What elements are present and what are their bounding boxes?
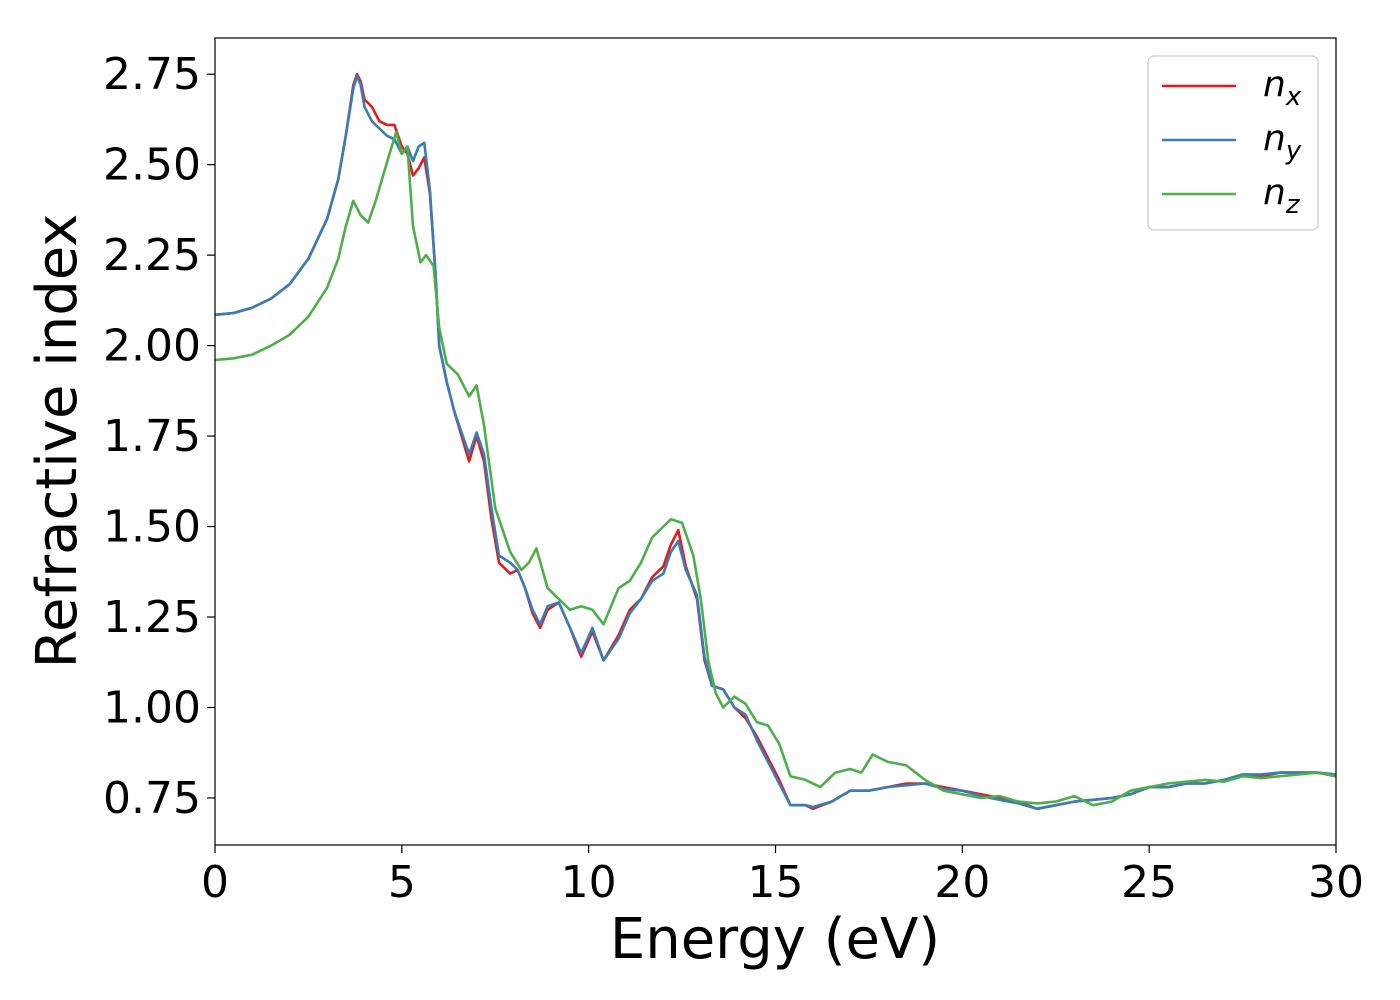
y-tick-label: 1.50 xyxy=(103,502,201,553)
legend-label-ny: ny xyxy=(1263,118,1302,166)
y-axis-title: Refractive index xyxy=(25,214,90,669)
x-tick-label: 25 xyxy=(1121,857,1177,908)
x-tick-label: 5 xyxy=(388,857,416,908)
y-tick-label: 2.50 xyxy=(103,140,201,191)
legend-label-nx: nx xyxy=(1263,64,1302,112)
series-line-ny xyxy=(214,74,1337,811)
series-layer xyxy=(214,72,1337,811)
legend-label-subscript: x xyxy=(1285,82,1302,112)
y-tick-label: 2.75 xyxy=(103,49,201,100)
x-tick-label: 30 xyxy=(1308,857,1364,908)
x-tick-label: 20 xyxy=(934,857,990,908)
series-line-nz xyxy=(214,130,1337,807)
x-tick-label: 10 xyxy=(561,857,617,908)
y-tick-label: 1.25 xyxy=(103,592,201,643)
legend-label-nz: nz xyxy=(1263,172,1301,220)
x-axis-title: Energy (eV) xyxy=(610,907,940,972)
y-axis: 0.75 1.00 1.25 1.50 1.75 2.00 2.25 2.50 2.75 xyxy=(103,49,215,824)
y-tick-label: 1.75 xyxy=(103,411,201,462)
legend-label-subscript: z xyxy=(1285,190,1301,220)
x-tick-label: 0 xyxy=(201,857,229,908)
y-tick-label: 2.25 xyxy=(103,230,201,281)
y-tick-label: 2.00 xyxy=(103,321,201,372)
legend-box xyxy=(1147,55,1319,231)
y-tick-label: 1.00 xyxy=(103,682,201,733)
y-tick-label: 0.75 xyxy=(103,773,201,824)
x-tick-label: 15 xyxy=(748,857,804,908)
legend-label-base: n xyxy=(1263,118,1286,159)
legend-label-subscript: y xyxy=(1285,136,1302,166)
legend-label-base: n xyxy=(1263,172,1286,213)
legend-label-base: n xyxy=(1263,64,1286,105)
x-axis: 0 5 10 15 20 25 30 xyxy=(201,845,1364,908)
